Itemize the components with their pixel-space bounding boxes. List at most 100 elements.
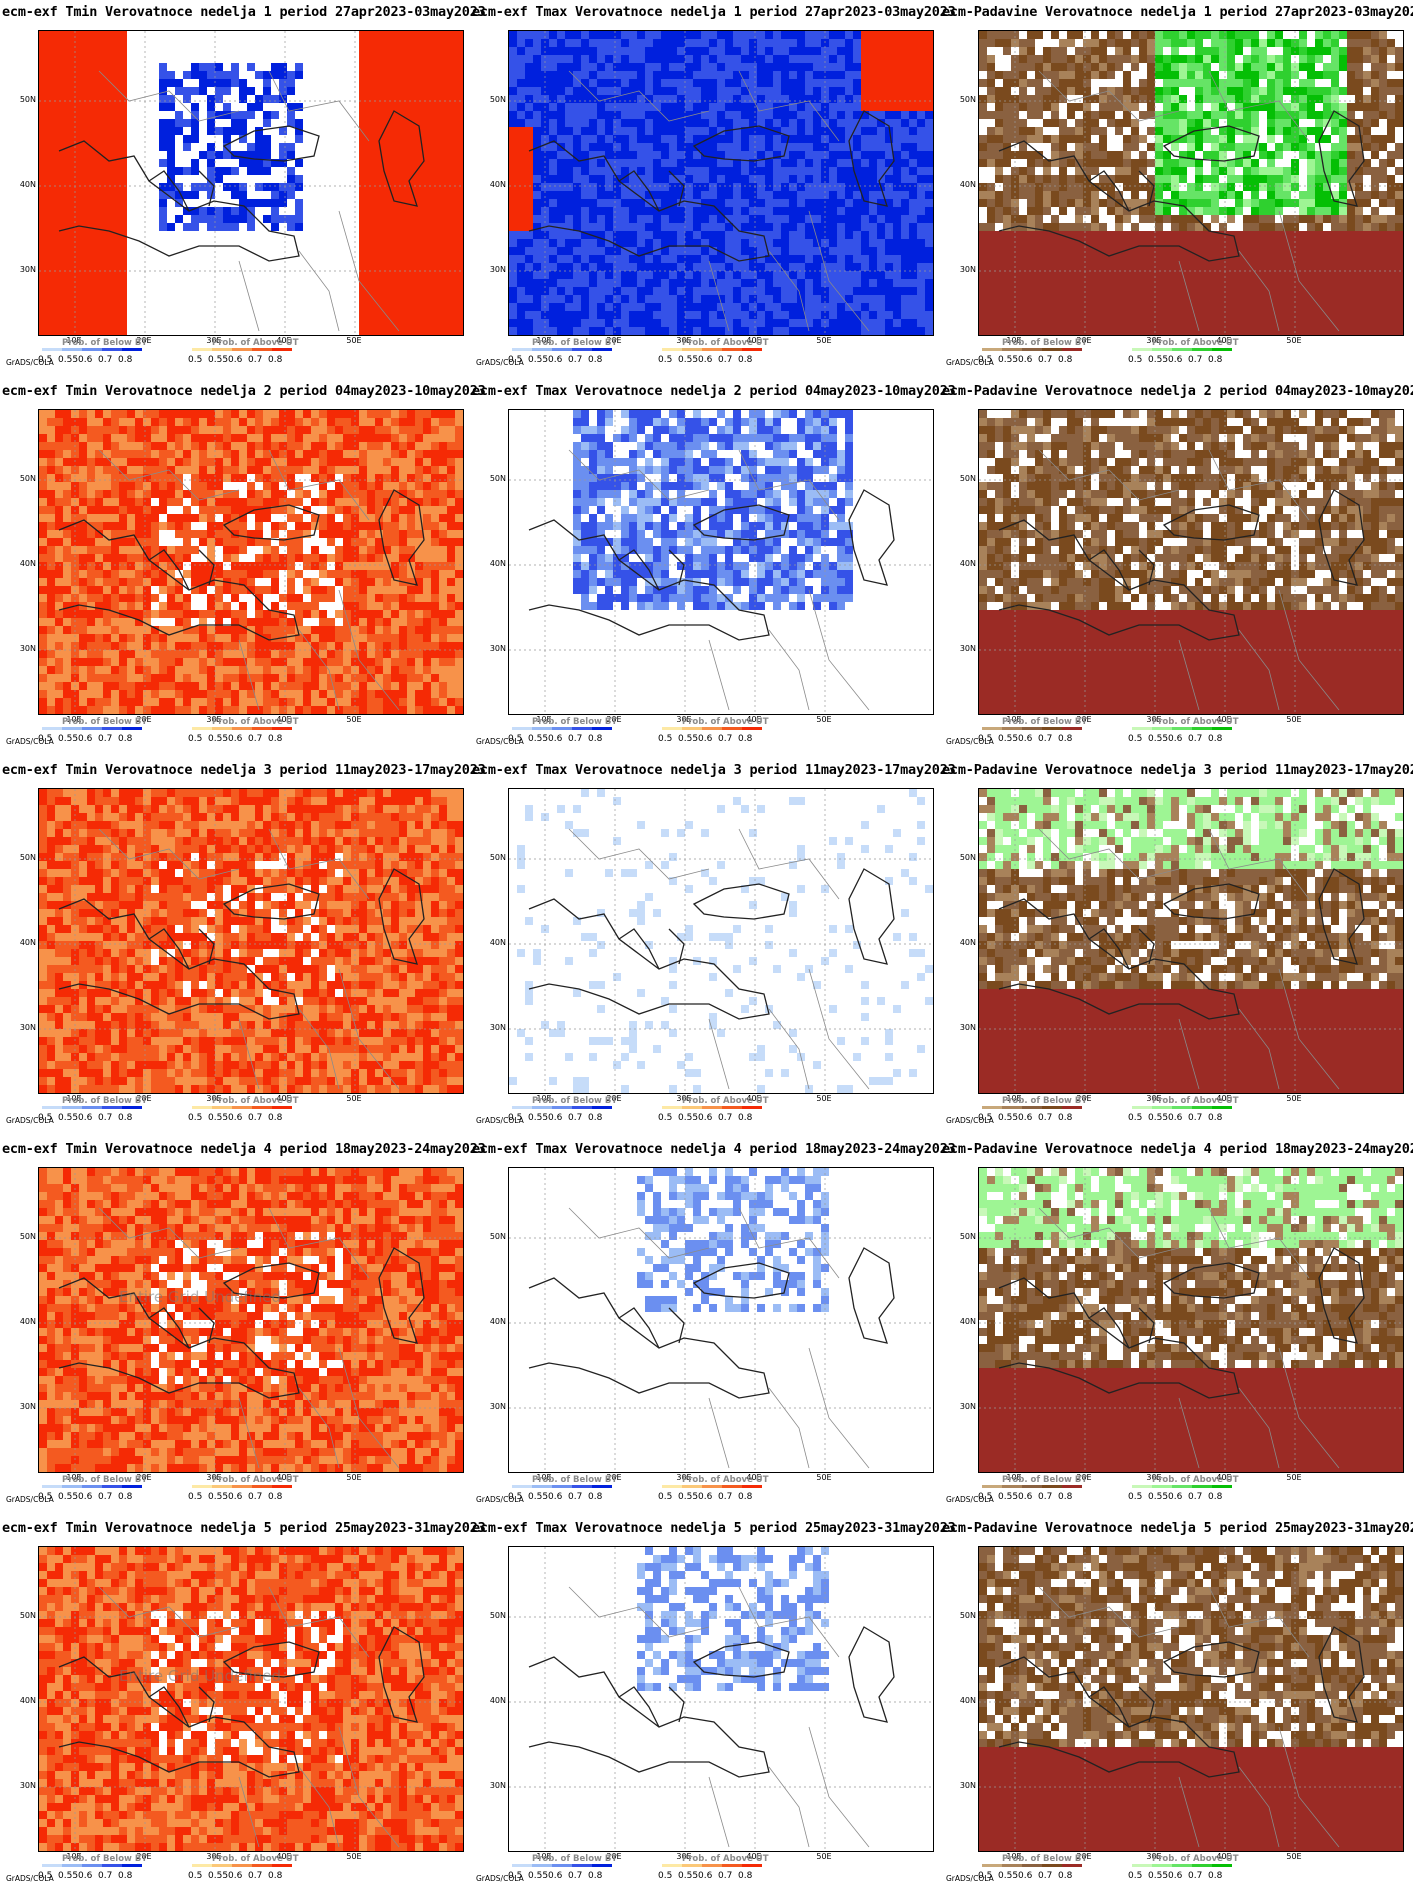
grid-cell	[1259, 199, 1267, 207]
grid-cell	[629, 119, 637, 127]
grid-cell	[773, 239, 781, 247]
grid-cell	[613, 63, 621, 71]
grid-cell	[1315, 183, 1323, 191]
grid-cell	[861, 175, 869, 183]
grid-cell	[375, 279, 383, 287]
grid-cell	[1203, 303, 1211, 311]
grid-cell	[431, 231, 439, 239]
grid-cell	[533, 263, 541, 271]
grid-cell	[517, 63, 525, 71]
grid-cell	[1083, 39, 1091, 47]
grid-cell	[1331, 159, 1339, 167]
grid-cell	[431, 87, 439, 95]
grid-cell	[813, 47, 821, 55]
grid-cell	[821, 151, 829, 159]
grid-cell	[1227, 31, 1235, 39]
grid-cell	[749, 319, 757, 327]
grid-cell	[725, 223, 733, 231]
grid-cell	[1323, 119, 1331, 127]
grid-cell	[1355, 279, 1363, 287]
grid-cell	[861, 159, 869, 167]
grid-cell	[399, 151, 407, 159]
grid-cell	[757, 295, 765, 303]
grid-cell	[877, 255, 885, 263]
grid-cell	[1379, 55, 1387, 63]
grid-cell	[917, 303, 925, 311]
grid-cell	[1243, 31, 1251, 39]
grid-cell	[693, 151, 701, 159]
grid-cell	[781, 199, 789, 207]
grid-cell	[247, 111, 255, 119]
grid-cell	[1307, 295, 1315, 303]
grid-cell	[805, 231, 813, 239]
grid-cell	[1179, 223, 1187, 231]
grid-cell	[589, 31, 597, 39]
grid-cell	[797, 271, 805, 279]
grid-cell	[455, 239, 463, 247]
grid-cell	[669, 159, 677, 167]
grid-cell	[95, 295, 103, 303]
grid-cell	[597, 279, 605, 287]
grid-cell	[733, 199, 741, 207]
grid-cell	[95, 287, 103, 295]
grid-cell	[1355, 207, 1363, 215]
grid-cell	[119, 199, 127, 207]
grid-cell	[589, 119, 597, 127]
grid-cell	[55, 231, 63, 239]
grid-cell	[1083, 71, 1091, 79]
grid-cell	[295, 103, 303, 111]
grid-cell	[1299, 191, 1307, 199]
map-canvas	[509, 31, 933, 335]
grid-cell	[191, 215, 199, 223]
grid-cell	[549, 143, 557, 151]
grid-cell	[589, 215, 597, 223]
grid-cell	[597, 71, 605, 79]
grid-cell	[661, 263, 669, 271]
grid-cell	[1267, 271, 1275, 279]
grid-cell	[979, 47, 987, 55]
grid-cell	[1171, 135, 1179, 143]
grid-cell	[1299, 311, 1307, 319]
grid-cell	[1323, 279, 1331, 287]
grid-cell	[415, 311, 423, 319]
grid-cell	[407, 95, 415, 103]
grid-cell	[773, 47, 781, 55]
grid-cell	[415, 247, 423, 255]
grid-cell	[1131, 255, 1139, 263]
grid-cell	[247, 143, 255, 151]
grid-cell	[415, 95, 423, 103]
grid-cell	[1267, 303, 1275, 311]
grid-cell	[447, 71, 455, 79]
grid-cell	[1027, 183, 1035, 191]
grid-cell	[869, 55, 877, 63]
grid-cell	[1307, 55, 1315, 63]
grid-cell	[1283, 127, 1291, 135]
grid-cell	[39, 31, 47, 39]
grid-cell	[95, 63, 103, 71]
grid-cell	[749, 159, 757, 167]
grid-cell	[669, 175, 677, 183]
grid-cell	[391, 143, 399, 151]
grid-cell	[629, 287, 637, 295]
grid-cell	[1235, 143, 1243, 151]
grid-cell	[1283, 39, 1291, 47]
grid-cell	[1251, 311, 1259, 319]
grid-cell	[837, 31, 845, 39]
grid-cell	[439, 87, 447, 95]
grid-cell	[589, 39, 597, 47]
grid-cell	[869, 175, 877, 183]
grid-cell	[1331, 39, 1339, 47]
grid-cell	[95, 111, 103, 119]
grid-cell	[1195, 31, 1203, 39]
grid-cell	[1371, 319, 1379, 327]
grid-cell	[789, 287, 797, 295]
grid-cell	[725, 175, 733, 183]
grid-cell	[47, 231, 55, 239]
grid-cell	[1211, 319, 1219, 327]
grid-cell	[829, 231, 837, 239]
grid-cell	[541, 231, 549, 239]
grid-cell	[1003, 119, 1011, 127]
grid-cell	[1019, 79, 1027, 87]
grid-cell	[1379, 303, 1387, 311]
grid-cell	[1323, 183, 1331, 191]
